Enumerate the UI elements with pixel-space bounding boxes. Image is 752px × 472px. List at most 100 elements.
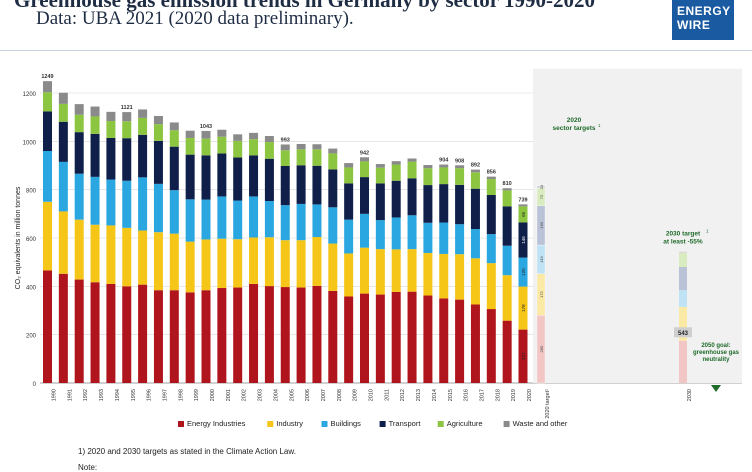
bar-waste-and-other-1992 — [74, 104, 84, 115]
bar-waste-and-other-2003 — [249, 132, 259, 140]
total-label-2005: 993 — [281, 137, 290, 143]
target-2020-label: 280 — [539, 345, 544, 352]
bar-industry-1999 — [185, 241, 195, 293]
x-tick-label: 1992 — [83, 389, 89, 401]
bar-waste-and-other-1994 — [106, 111, 116, 122]
bar-industry-1990 — [43, 201, 52, 271]
bar-waste-and-other-2017 — [470, 169, 480, 173]
bar-transport-1990 — [43, 111, 52, 151]
bar-energy-industries-1997 — [153, 290, 163, 383]
bar-industry-2009 — [344, 253, 354, 297]
x-tick-label: 2007 — [321, 389, 327, 401]
bar-transport-2011 — [375, 183, 385, 221]
bar-buildings-1993 — [90, 176, 100, 225]
goal-2050-marker-icon — [711, 385, 721, 392]
bar-agriculture-2001 — [217, 136, 227, 154]
bar-waste-and-other-2011 — [375, 164, 385, 168]
bar-industry-1995 — [122, 227, 132, 287]
segment-label-2020: 146 — [521, 236, 526, 244]
x-tick-label: 2009 — [353, 389, 359, 401]
target-2030-segment-0 — [679, 340, 687, 383]
bar-waste-and-other-2008 — [328, 148, 338, 154]
bar-industry-2010 — [360, 247, 369, 294]
bar-transport-2010 — [360, 177, 369, 214]
total-label-2018: 856 — [487, 170, 496, 176]
legend-swatch — [267, 421, 274, 427]
bar-buildings-1996 — [138, 177, 148, 231]
x-tick-label: 2012 — [400, 389, 406, 401]
bar-waste-and-other-1996 — [138, 109, 148, 118]
bar-industry-2007 — [312, 237, 322, 286]
footnote-1: 1) 2020 and 2030 targets as stated in th… — [78, 447, 296, 456]
bar-waste-and-other-2009 — [344, 163, 354, 168]
y-axis-title: CO₂ equivalents in million tonnes — [15, 186, 22, 289]
bar-energy-industries-1999 — [185, 292, 195, 383]
bar-energy-industries-1995 — [122, 286, 132, 383]
bar-waste-and-other-1995 — [122, 112, 132, 122]
total-label-2010: 942 — [360, 150, 369, 156]
bar-energy-industries-1994 — [106, 283, 116, 383]
bar-waste-and-other-2001 — [217, 129, 227, 137]
x-tick-label: 1997 — [162, 389, 168, 401]
bar-buildings-2020 — [518, 257, 528, 287]
bar-buildings-1994 — [106, 179, 116, 226]
bar-transport-2007 — [312, 165, 322, 205]
total-label-2000: 1043 — [200, 124, 212, 130]
bar-waste-and-other-1999 — [185, 130, 195, 138]
x-tick-label: 2006 — [305, 389, 311, 401]
bar-buildings-2013 — [407, 215, 417, 250]
annotation-2020-sup: 1 — [598, 123, 601, 128]
bar-buildings-2003 — [249, 196, 259, 238]
chart-title: Greenhouse gas emission trends in German… — [14, 0, 595, 12]
bar-agriculture-2012 — [391, 164, 401, 181]
bar-transport-2002 — [233, 157, 243, 201]
bar-buildings-2000 — [201, 199, 211, 240]
goal-2050-line1: 2050 goal: — [701, 343, 730, 349]
x-tick-label: 2001 — [226, 389, 232, 401]
bar-energy-industries-2007 — [312, 285, 322, 383]
bar-agriculture-2008 — [328, 153, 338, 170]
segment-label-2020: 66 — [521, 211, 526, 217]
bar-industry-1996 — [138, 230, 148, 285]
bar-agriculture-2010 — [360, 161, 369, 178]
target-2020-label: 163 — [539, 221, 544, 228]
x-tick-label: 2002 — [242, 389, 248, 401]
bar-industry-2006 — [296, 240, 306, 288]
bar-industry-2000 — [201, 239, 211, 291]
bar-energy-industries-2018 — [486, 309, 496, 383]
x-tick-label: 2003 — [258, 389, 264, 401]
bar-transport-2012 — [391, 180, 401, 218]
goal-2050-line2: greenhouse gas — [693, 350, 740, 356]
x-tick-label: 2004 — [273, 389, 279, 401]
bar-industry-1997 — [153, 232, 163, 291]
y-tick-label: 200 — [26, 334, 37, 340]
y-tick-label: 1200 — [23, 92, 37, 98]
bar-energy-industries-2013 — [407, 291, 417, 383]
bar-agriculture-2013 — [407, 161, 417, 179]
bar-waste-and-other-2019 — [502, 188, 512, 191]
bar-agriculture-1998 — [169, 130, 179, 147]
legend-label: Industry — [276, 419, 303, 428]
bar-waste-and-other-2015 — [439, 164, 449, 168]
x-tick-label: 2008 — [337, 389, 343, 401]
x-tick-label: 2018 — [495, 389, 501, 401]
x-tick-label: 2014 — [432, 389, 438, 401]
bar-transport-2020 — [518, 222, 528, 258]
target-2020-segment-5 — [536, 185, 546, 189]
bar-energy-industries-2004 — [264, 286, 274, 383]
bar-industry-1993 — [90, 224, 100, 283]
bar-industry-2020 — [518, 286, 528, 330]
bar-energy-industries-1991 — [58, 273, 68, 383]
bar-industry-1991 — [58, 211, 68, 274]
x-tick-label: 2017 — [479, 389, 485, 401]
segment-label-2020: 221 — [521, 352, 526, 360]
bar-agriculture-1993 — [90, 116, 100, 134]
x-tick-label: 2030 — [687, 389, 693, 401]
bar-transport-2013 — [407, 178, 417, 216]
bar-industry-2018 — [486, 263, 496, 310]
legend-swatch — [503, 421, 510, 427]
bar-buildings-2007 — [312, 204, 322, 238]
legend-label: Buildings — [331, 419, 362, 428]
bar-agriculture-2017 — [470, 172, 480, 189]
bar-industry-2015 — [439, 253, 449, 299]
